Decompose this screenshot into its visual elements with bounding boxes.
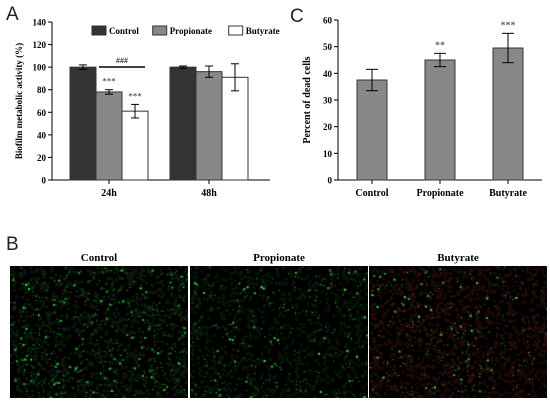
x-tick-label-propionate: Propionate	[416, 188, 464, 199]
bar-propionate-24h	[95, 91, 123, 181]
significance-stars: **	[435, 40, 445, 51]
bar-propionate-48h	[195, 71, 223, 181]
legend-swatch-butyrate	[228, 25, 244, 36]
y-tick-label: 140	[33, 18, 47, 28]
significance-label-hash: ###	[116, 56, 128, 65]
y-tick-label: 30	[323, 96, 333, 106]
y-axis-label: Biofilm metabolic activity (%)	[14, 43, 24, 159]
y-tick-label: 50	[323, 42, 333, 52]
micrograph-title-propionate: Propionate	[253, 252, 305, 264]
y-tick-label: 120	[33, 40, 47, 50]
bar-butyrate	[492, 47, 524, 181]
y-tick-label: 80	[37, 85, 47, 95]
panel-letter-b: B	[6, 234, 19, 255]
panel-letter-c: C	[290, 6, 304, 27]
micrograph-title-control: Control	[80, 252, 118, 264]
micrograph-control	[10, 266, 188, 398]
x-tick-label-control: Control	[355, 188, 388, 199]
y-tick-label: 10	[323, 149, 333, 159]
legend-swatch-propionate	[152, 25, 168, 36]
y-tick-label: 40	[323, 69, 333, 79]
panel-letter-a: A	[6, 4, 19, 25]
y-tick-label: 0	[42, 176, 47, 186]
y-tick-label: 60	[323, 16, 333, 26]
y-axis-label: Percent of dead cells	[302, 56, 313, 143]
x-tick-label-butyrate: Butyrate	[489, 188, 527, 199]
biofilm-activity-chart: 0 20 40 60 80 100 120 140 Biofilm metabolic acti…	[14, 18, 280, 200]
bar-control-48h	[169, 66, 197, 181]
micrograph-butyrate	[369, 266, 547, 398]
y-tick-label: 100	[33, 63, 47, 73]
legend-label-butyrate: Butyrate	[246, 26, 280, 36]
micrograph-propionate	[190, 266, 368, 398]
x-tick-label-24h: 24h	[101, 188, 117, 199]
legend-swatch-control	[91, 25, 107, 36]
significance-stars: ***	[102, 77, 116, 87]
significance-stars: ***	[128, 91, 142, 101]
bar-propionate	[424, 59, 456, 181]
legend-label-propionate: Propionate	[170, 26, 212, 36]
y-tick-label: 60	[37, 108, 47, 118]
legend-label-control: Control	[109, 26, 139, 36]
bar-control-24h	[69, 66, 97, 181]
bar-butyrate-24h	[121, 110, 149, 181]
micrograph-title-butyrate: Butyrate	[437, 252, 479, 264]
y-tick-label: 20	[37, 153, 47, 163]
x-tick-label-48h: 48h	[201, 188, 217, 199]
y-tick-label: 20	[323, 122, 333, 132]
significance-stars: ***	[501, 20, 516, 31]
bar-control	[356, 79, 388, 181]
y-tick-label: 0	[328, 176, 333, 186]
dead-cells-chart: 0 10 20 30 40 50 60 Percent of dead cells Contro…	[302, 16, 542, 199]
bar-butyrate-48h	[221, 76, 249, 181]
y-tick-label: 40	[37, 130, 47, 140]
